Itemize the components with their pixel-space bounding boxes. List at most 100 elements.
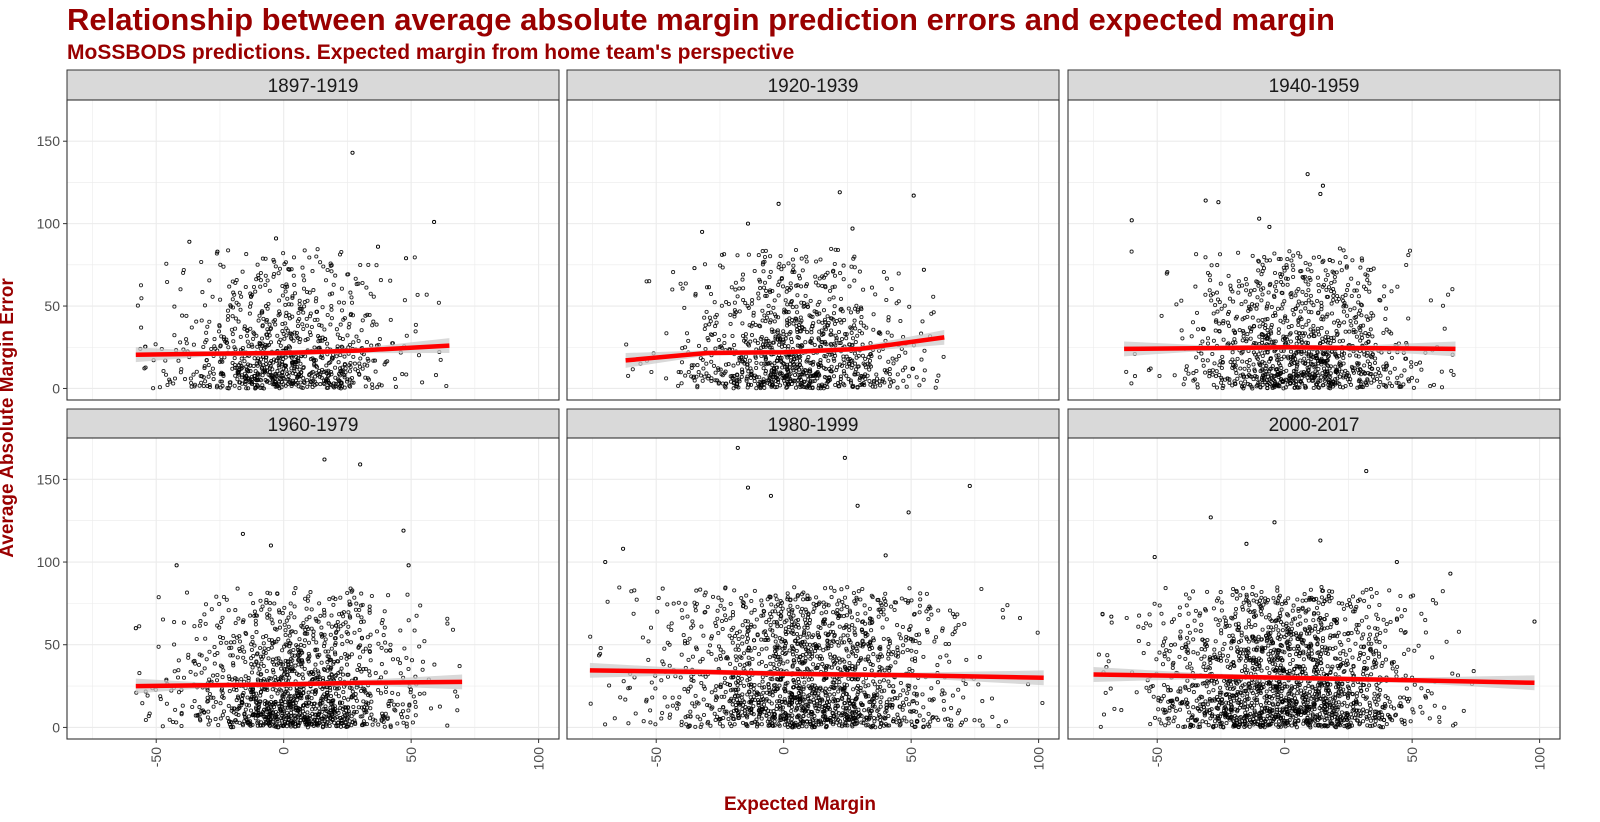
data-point <box>437 704 442 709</box>
data-point <box>1233 381 1238 386</box>
facet-label: 1920-1939 <box>768 76 859 97</box>
data-point <box>254 691 259 696</box>
data-point <box>1381 330 1386 336</box>
data-point <box>849 330 854 335</box>
data-point <box>207 278 212 283</box>
data-point <box>829 316 834 321</box>
data-point <box>325 690 330 696</box>
data-point <box>413 704 418 709</box>
data-point <box>718 263 723 268</box>
data-point <box>400 715 405 720</box>
data-point <box>402 646 407 651</box>
data-point <box>1364 381 1369 386</box>
data-point <box>853 326 858 331</box>
data-point <box>218 385 223 390</box>
data-point <box>302 638 308 643</box>
data-point <box>886 679 891 684</box>
data-point <box>325 654 330 659</box>
data-point <box>750 320 756 325</box>
data-point <box>854 303 859 308</box>
data-point <box>686 338 691 343</box>
data-point <box>370 722 375 727</box>
data-point <box>257 704 262 709</box>
data-point <box>817 276 822 281</box>
data-point <box>226 674 231 679</box>
data-point <box>327 723 332 729</box>
data-point <box>211 695 216 700</box>
data-point <box>1208 278 1213 283</box>
data-point <box>383 640 388 645</box>
data-point <box>1402 368 1407 373</box>
data-point <box>340 672 346 677</box>
data-point <box>829 364 834 369</box>
data-point <box>251 336 256 341</box>
data-point <box>713 370 718 375</box>
data-point <box>1242 315 1247 320</box>
data-point <box>238 307 243 312</box>
data-point <box>890 356 895 361</box>
data-point <box>180 313 185 318</box>
data-point-outlier <box>911 193 916 198</box>
data-point <box>1370 366 1375 371</box>
data-point <box>153 342 158 347</box>
data-point <box>1383 306 1389 311</box>
data-point <box>785 384 790 390</box>
data-point <box>1235 376 1240 381</box>
data-point <box>321 381 326 386</box>
data-point <box>841 277 846 282</box>
data-point <box>1252 303 1257 308</box>
data-point <box>172 376 178 381</box>
data-point-outlier <box>432 219 437 225</box>
data-point <box>1344 373 1350 378</box>
data-point <box>755 341 760 346</box>
data-point <box>774 358 779 363</box>
data-point <box>1341 375 1346 380</box>
data-point <box>286 302 291 307</box>
data-point <box>744 376 749 381</box>
data-point <box>360 366 365 371</box>
data-point <box>1217 252 1223 257</box>
data-point <box>707 315 712 320</box>
data-point <box>1212 361 1217 366</box>
data-point <box>779 360 784 365</box>
data-point <box>270 687 275 692</box>
data-point <box>236 712 241 718</box>
data-point <box>288 710 294 715</box>
data-point <box>265 278 270 283</box>
data-point <box>714 312 719 317</box>
data-point <box>768 288 773 293</box>
data-point <box>1209 263 1214 268</box>
data-point <box>269 694 274 699</box>
data-point <box>326 361 331 366</box>
data-point <box>1359 303 1364 308</box>
data-point <box>348 364 353 370</box>
data-point-outlier <box>1318 191 1323 197</box>
data-point <box>266 715 271 720</box>
data-point <box>707 322 712 327</box>
data-point <box>321 264 326 269</box>
data-point <box>358 643 363 648</box>
data-point <box>829 246 834 251</box>
data-point <box>866 694 871 699</box>
data-point <box>287 313 292 318</box>
data-point <box>781 339 786 345</box>
data-point <box>320 697 325 702</box>
data-point <box>351 380 356 385</box>
data-point <box>301 686 306 692</box>
data-point <box>1256 352 1261 357</box>
data-point <box>142 366 147 371</box>
data-point <box>231 663 236 668</box>
data-point <box>302 631 307 636</box>
data-point <box>259 656 264 662</box>
data-point <box>774 369 779 374</box>
data-point <box>376 688 381 693</box>
data-point <box>918 597 923 602</box>
data-point <box>341 372 346 377</box>
data-point <box>1214 369 1219 374</box>
data-point <box>287 633 292 638</box>
data-point <box>348 290 353 295</box>
data-point <box>290 658 295 663</box>
data-point <box>386 593 391 598</box>
data-point <box>1244 339 1249 344</box>
